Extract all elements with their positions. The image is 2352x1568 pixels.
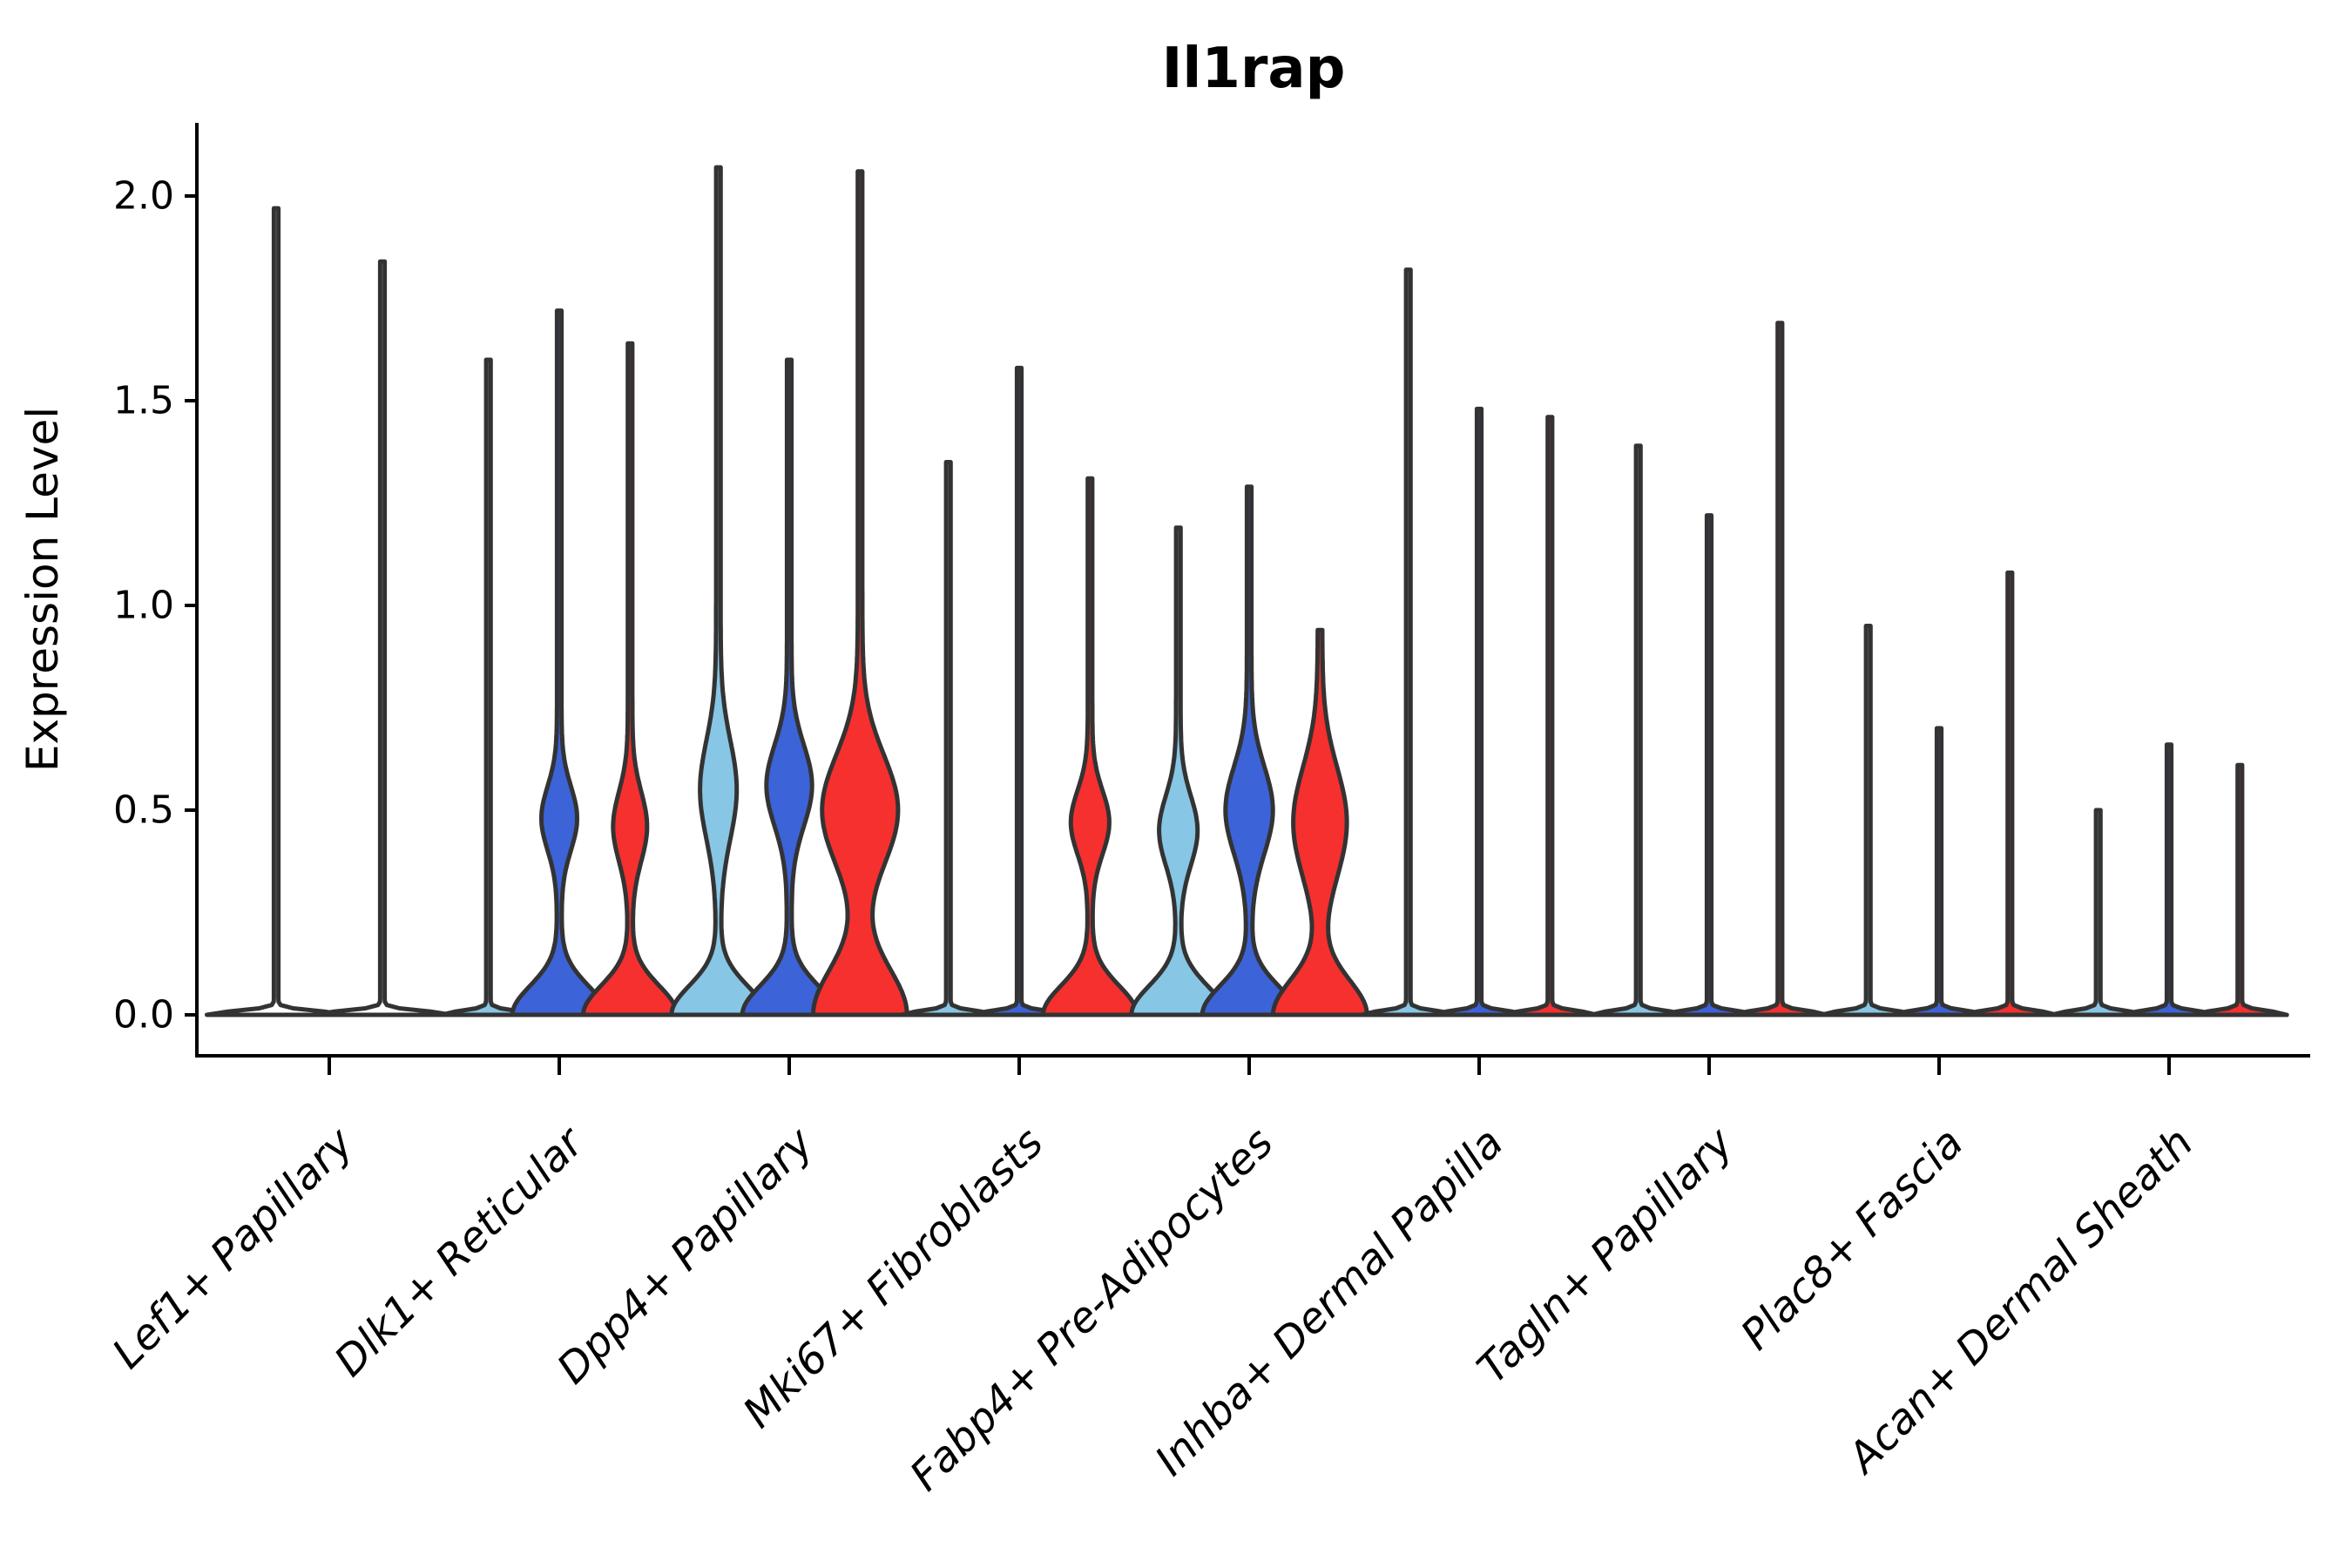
violin-6-2 <box>1429 406 1529 1017</box>
violin-group-4 <box>899 365 1139 1017</box>
violin-8-1 <box>1819 624 1917 1017</box>
x-tick-label: Fabp4+ Pre-Adipocytes <box>901 1119 1283 1501</box>
x-tick-label: Tagln+ Papillary <box>1468 1118 1743 1393</box>
violin-5-3 <box>1271 627 1369 1017</box>
y-tick-label: 1.0 <box>113 584 174 628</box>
violin-7-1 <box>1589 443 1687 1017</box>
x-tick-label: Dlk1+ Reticular <box>325 1117 595 1387</box>
y-tick-label: 1.5 <box>113 379 174 423</box>
violin-9-3 <box>2191 762 2289 1017</box>
x-tick-label: Dpp4+ Papillary <box>548 1118 823 1393</box>
y-axis-title: Expression Level <box>17 407 68 772</box>
violin-1-2 <box>311 259 454 1017</box>
violin-8-3 <box>1961 570 2059 1017</box>
violin-3-2 <box>740 357 839 1017</box>
violin-5-1 <box>1129 525 1227 1017</box>
violin-2-2 <box>510 308 609 1017</box>
violin-group-3 <box>669 165 909 1017</box>
violin-group-6 <box>1359 267 1599 1017</box>
violin-group-8 <box>1819 570 2059 1017</box>
violin-5-2 <box>1200 484 1299 1017</box>
violin-7-2 <box>1659 513 1759 1017</box>
violin-7-3 <box>1731 321 1829 1017</box>
violin-8-2 <box>1889 726 1989 1017</box>
violin-2-1 <box>439 357 537 1017</box>
violin-6-1 <box>1359 267 1457 1017</box>
violin-2-3 <box>581 341 679 1017</box>
y-tick-label: 2.0 <box>113 174 174 219</box>
violin-group-7 <box>1589 321 1829 1017</box>
y-tick-label: 0.5 <box>113 788 174 833</box>
violin-6-3 <box>1501 415 1599 1017</box>
violin-9-1 <box>2049 808 2147 1017</box>
violin-1-1 <box>205 206 348 1017</box>
x-tick-label: Plac8+ Fascia <box>1732 1119 1973 1360</box>
violin-group-5 <box>1129 484 1369 1017</box>
violin-group-9 <box>2049 742 2289 1017</box>
violin-3-1 <box>669 165 767 1017</box>
violin-group-2 <box>439 308 679 1017</box>
violin-3-3 <box>811 169 909 1017</box>
x-tick-label: Lef1+ Papillary <box>103 1118 363 1378</box>
violin-9-2 <box>2119 742 2219 1017</box>
violin-groups <box>205 165 2289 1017</box>
violin-4-2 <box>970 365 1069 1017</box>
violin-group-1 <box>205 206 454 1017</box>
y-tick-label: 0.0 <box>113 993 174 1037</box>
violin-4-3 <box>1041 476 1139 1017</box>
chart-title: Il1rap <box>1162 37 1346 101</box>
violin-4-1 <box>899 460 997 1017</box>
